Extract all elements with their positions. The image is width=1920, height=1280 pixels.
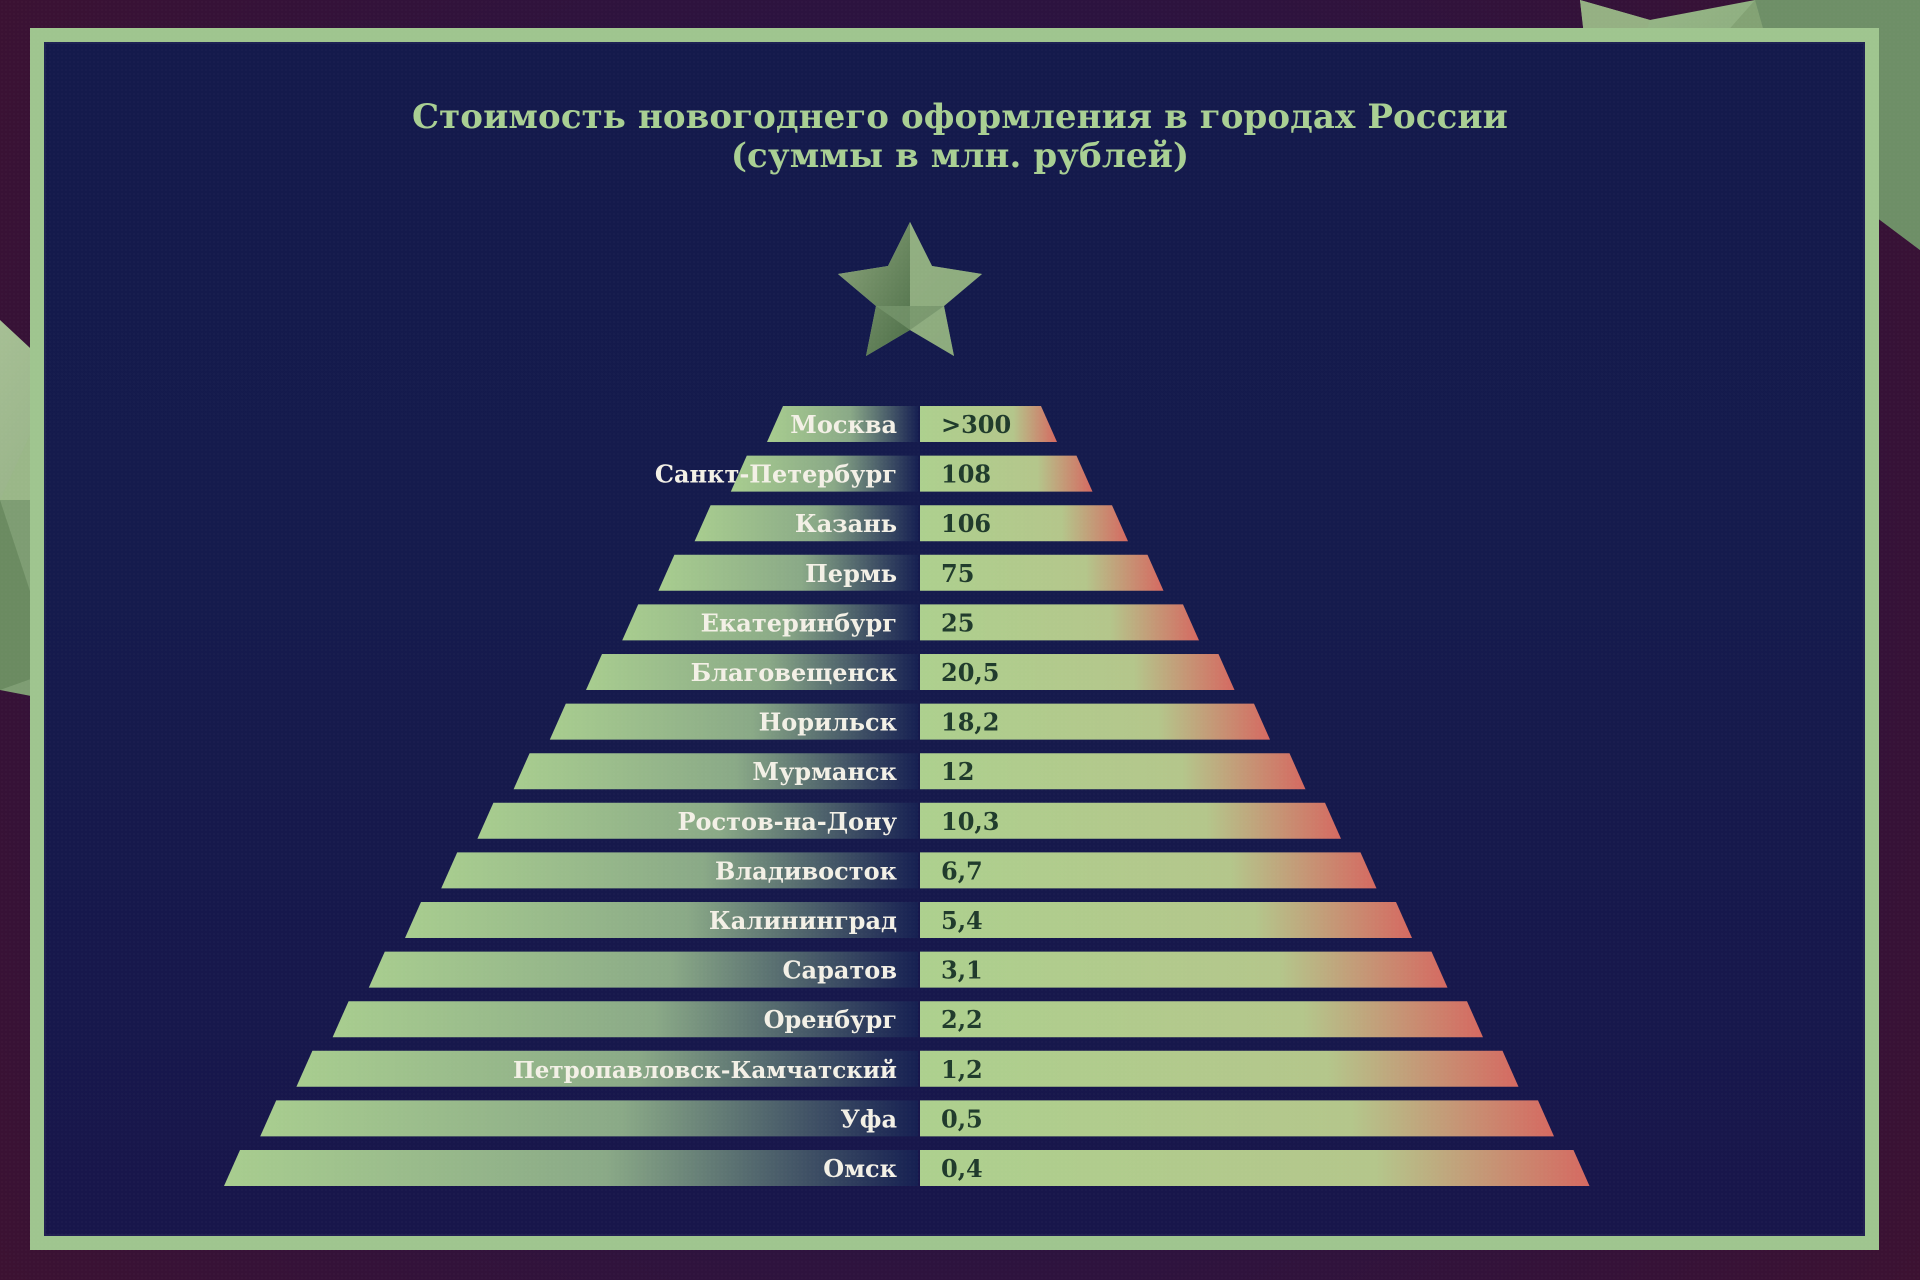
value-bar-right bbox=[920, 406, 1057, 442]
value-label: 6,7 bbox=[941, 856, 983, 885]
value-bar-right bbox=[920, 554, 1164, 591]
value-label: 18,2 bbox=[941, 708, 999, 737]
value-bar-right bbox=[920, 852, 1377, 889]
city-label: Пермь bbox=[805, 559, 897, 588]
value-bar-right bbox=[920, 505, 1128, 542]
city-bar-left bbox=[260, 1100, 918, 1137]
city-label: Оренбург bbox=[764, 1005, 897, 1034]
value-label: 20,5 bbox=[941, 658, 999, 687]
value-bar-right bbox=[920, 1050, 1519, 1087]
city-bar-left bbox=[368, 951, 918, 988]
city-bar-left bbox=[586, 654, 918, 690]
city-label: Петропавловск-Камчатский bbox=[513, 1057, 897, 1084]
value-label: 3,1 bbox=[941, 956, 983, 985]
value-label: 25 bbox=[941, 608, 974, 637]
city-bar-left bbox=[332, 1001, 919, 1038]
city-bar-left bbox=[224, 1150, 918, 1186]
city-label: Санкт-Петербург bbox=[655, 460, 897, 489]
city-bar-left bbox=[658, 554, 918, 591]
chart-title-block: Стоимость новогоднего оформления в город… bbox=[0, 97, 1920, 177]
city-bar-left bbox=[441, 852, 918, 889]
city-label: Уфа bbox=[840, 1104, 897, 1133]
value-label: 75 bbox=[941, 559, 974, 588]
city-bar-left bbox=[622, 604, 918, 641]
value-bar-right bbox=[920, 1100, 1554, 1137]
value-label: 0,5 bbox=[941, 1104, 983, 1133]
chart-title: Стоимость новогоднего оформления в город… bbox=[411, 97, 1509, 137]
city-bar-left bbox=[549, 703, 918, 740]
city-bar-left bbox=[513, 753, 918, 790]
city-label: Мурманск bbox=[752, 757, 897, 786]
city-bar-left bbox=[296, 1050, 918, 1087]
city-bar-left bbox=[477, 802, 918, 839]
city-label: Омск bbox=[823, 1154, 897, 1183]
value-bar-right bbox=[920, 951, 1448, 988]
city-bar-left bbox=[405, 902, 918, 938]
value-bar-right bbox=[920, 902, 1412, 938]
value-label: 12 bbox=[941, 757, 974, 786]
value-label: 0,4 bbox=[941, 1154, 983, 1183]
city-label: Саратов bbox=[782, 956, 897, 985]
city-label: Ростов-на-Дону bbox=[677, 807, 897, 836]
value-bar-right bbox=[920, 703, 1270, 740]
value-bar-right bbox=[920, 1150, 1590, 1186]
city-label: Казань bbox=[795, 509, 897, 538]
city-bar-left bbox=[730, 455, 918, 492]
city-label: Екатеринбург bbox=[701, 608, 897, 637]
value-label: 5,4 bbox=[941, 906, 983, 935]
pyramid-bars: Москва >300 Санкт-Петербург 108 Казань 106 Пер… bbox=[224, 406, 1590, 1186]
value-label: 10,3 bbox=[941, 807, 999, 836]
city-label: Владивосток bbox=[715, 856, 898, 885]
value-label: 1,2 bbox=[941, 1055, 983, 1084]
value-bar-right bbox=[920, 604, 1199, 641]
value-label: 2,2 bbox=[941, 1005, 983, 1034]
value-bar-right bbox=[920, 455, 1093, 492]
chart-subtitle: (суммы в млн. рублей) bbox=[730, 136, 1190, 177]
city-label: Москва bbox=[790, 410, 897, 439]
value-bar-right bbox=[920, 1001, 1483, 1038]
value-label: 106 bbox=[941, 509, 991, 538]
value-label: >300 bbox=[941, 410, 1011, 439]
city-label: Калининград bbox=[709, 906, 897, 935]
city-label: Благовещенск bbox=[691, 658, 898, 687]
value-bar-right bbox=[920, 654, 1235, 690]
value-label: 108 bbox=[941, 460, 991, 489]
city-label: Норильск bbox=[759, 708, 898, 737]
value-bar-right bbox=[920, 753, 1306, 790]
city-bar-left bbox=[767, 406, 918, 442]
city-bar-left bbox=[694, 505, 918, 542]
tree-top-star-icon bbox=[838, 222, 982, 356]
value-bar-right bbox=[920, 802, 1341, 839]
